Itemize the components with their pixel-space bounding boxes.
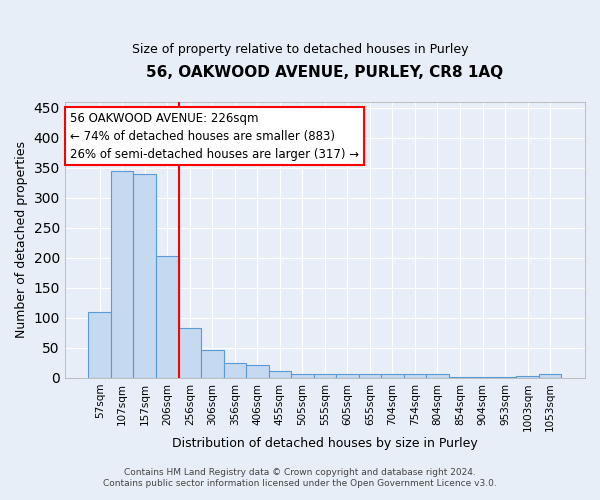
Text: 56 OAKWOOD AVENUE: 226sqm
← 74% of detached houses are smaller (883)
26% of semi: 56 OAKWOOD AVENUE: 226sqm ← 74% of detac… <box>70 112 359 160</box>
Bar <box>314 374 336 378</box>
Bar <box>381 374 404 378</box>
Bar <box>426 374 449 378</box>
Y-axis label: Number of detached properties: Number of detached properties <box>15 142 28 338</box>
Bar <box>291 374 314 378</box>
Bar <box>133 174 156 378</box>
Bar <box>246 365 269 378</box>
Bar <box>88 312 111 378</box>
Bar <box>539 374 562 378</box>
Bar <box>224 363 246 378</box>
Bar <box>517 376 539 378</box>
Text: Contains HM Land Registry data © Crown copyright and database right 2024.
Contai: Contains HM Land Registry data © Crown c… <box>103 468 497 487</box>
Bar <box>269 372 291 378</box>
Bar <box>336 374 359 378</box>
Title: 56, OAKWOOD AVENUE, PURLEY, CR8 1AQ: 56, OAKWOOD AVENUE, PURLEY, CR8 1AQ <box>146 65 503 80</box>
Bar <box>449 377 471 378</box>
Bar <box>359 374 381 378</box>
Bar <box>201 350 224 378</box>
Bar <box>111 171 133 378</box>
Bar <box>404 374 426 378</box>
Bar <box>156 256 179 378</box>
Text: Size of property relative to detached houses in Purley: Size of property relative to detached ho… <box>132 42 468 56</box>
Bar <box>494 377 517 378</box>
Bar <box>179 328 201 378</box>
X-axis label: Distribution of detached houses by size in Purley: Distribution of detached houses by size … <box>172 437 478 450</box>
Bar <box>471 377 494 378</box>
